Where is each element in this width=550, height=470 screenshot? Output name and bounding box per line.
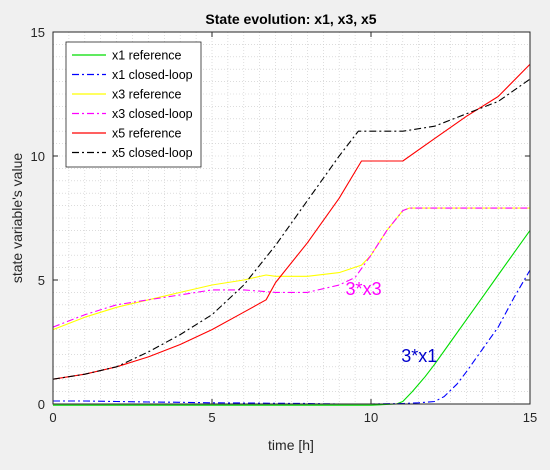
annotation-label: 3*x3 bbox=[346, 279, 382, 299]
annotation-layer: 3*x3 3*x1 bbox=[346, 279, 438, 366]
series-line bbox=[52, 63, 531, 380]
legend: x1 reference x1 closed-loop x3 reference x3… bbox=[65, 41, 202, 168]
legend-label: x3 reference bbox=[112, 88, 182, 102]
x-axis-label: time [h] bbox=[268, 437, 314, 453]
x-tick-label: 0 bbox=[49, 410, 56, 425]
y-tick-label: 0 bbox=[38, 397, 45, 412]
y-tick-label: 5 bbox=[38, 273, 45, 288]
plot-frame bbox=[52, 31, 531, 405]
annotation-label: 3*x1 bbox=[401, 346, 437, 366]
legend-label: x3 closed-loop bbox=[112, 107, 193, 121]
tick-layer: 0 5 10 15 0 5 10 15 bbox=[31, 25, 538, 425]
series-line bbox=[52, 78, 531, 380]
legend-label: x5 reference bbox=[112, 127, 182, 141]
legend-box bbox=[65, 41, 202, 168]
chart-title: State evolution: x1, x3, x5 bbox=[205, 11, 376, 27]
legend-label: x1 reference bbox=[112, 49, 182, 63]
legend-label: x5 closed-loop bbox=[112, 146, 193, 160]
y-tick-label: 15 bbox=[31, 25, 45, 40]
x-tick-label: 15 bbox=[523, 410, 537, 425]
series-line bbox=[52, 207, 530, 328]
grid-layer bbox=[53, 32, 530, 404]
legend-label: x1 closed-loop bbox=[112, 68, 193, 82]
x-tick-label: 10 bbox=[364, 410, 378, 425]
y-tick-label: 10 bbox=[31, 149, 45, 164]
y-axis-label: state variable's value bbox=[9, 153, 25, 284]
x-tick-label: 5 bbox=[208, 410, 215, 425]
series-line bbox=[53, 230, 531, 406]
